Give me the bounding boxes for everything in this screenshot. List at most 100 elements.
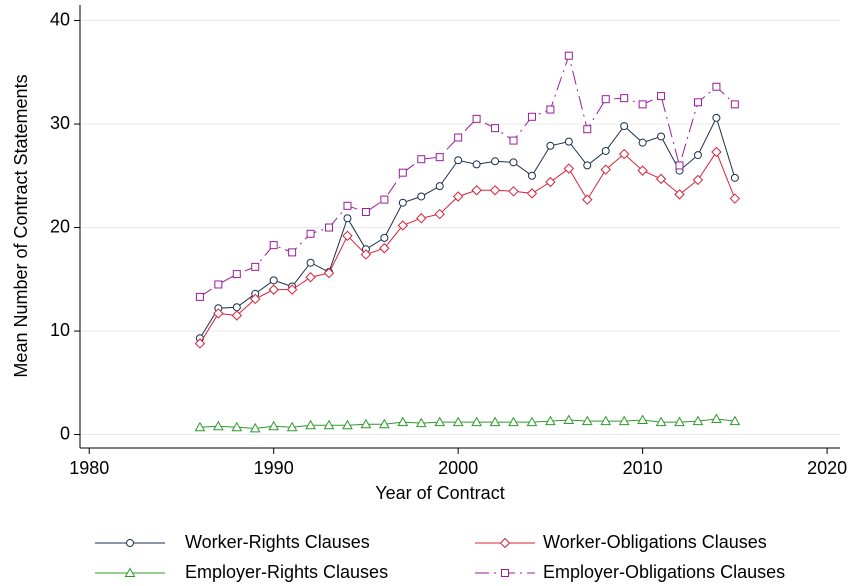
marker bbox=[638, 100, 647, 109]
marker bbox=[417, 155, 426, 164]
marker bbox=[360, 249, 372, 260]
y-tick-label: 40 bbox=[50, 9, 70, 29]
x-tick-label: 2010 bbox=[623, 458, 663, 478]
legend-marker bbox=[501, 569, 509, 577]
marker bbox=[249, 422, 261, 433]
marker bbox=[305, 419, 316, 430]
marker bbox=[601, 146, 610, 155]
marker bbox=[489, 416, 501, 427]
marker bbox=[711, 413, 722, 424]
marker bbox=[306, 258, 315, 267]
marker bbox=[655, 416, 667, 427]
marker bbox=[286, 421, 298, 432]
marker bbox=[527, 171, 536, 180]
marker bbox=[379, 418, 390, 429]
marker bbox=[360, 418, 372, 429]
marker bbox=[435, 153, 444, 162]
marker bbox=[288, 248, 297, 257]
marker bbox=[472, 114, 481, 123]
marker bbox=[471, 185, 482, 196]
marker bbox=[712, 113, 721, 122]
marker bbox=[491, 124, 500, 133]
marker bbox=[637, 414, 648, 425]
marker bbox=[195, 292, 204, 301]
marker bbox=[545, 176, 556, 188]
y-tick-label: 0 bbox=[60, 423, 70, 443]
legend-marker bbox=[124, 567, 136, 577]
marker bbox=[546, 141, 555, 150]
marker bbox=[250, 293, 261, 305]
marker bbox=[582, 194, 593, 205]
marker bbox=[527, 112, 536, 121]
marker bbox=[454, 156, 463, 165]
marker bbox=[600, 164, 611, 175]
marker bbox=[397, 416, 409, 427]
marker bbox=[251, 262, 260, 271]
marker bbox=[325, 223, 334, 232]
marker bbox=[583, 161, 592, 170]
marker bbox=[655, 173, 667, 185]
marker bbox=[398, 198, 407, 207]
marker bbox=[618, 415, 630, 426]
marker bbox=[693, 151, 702, 160]
marker bbox=[434, 208, 445, 220]
y-tick-label: 10 bbox=[50, 320, 70, 340]
marker bbox=[711, 146, 722, 158]
x-tick-label: 2020 bbox=[807, 458, 847, 478]
marker bbox=[657, 92, 666, 101]
marker bbox=[600, 415, 612, 426]
marker bbox=[232, 270, 241, 279]
marker bbox=[729, 193, 741, 204]
marker bbox=[730, 173, 739, 182]
marker bbox=[563, 163, 575, 174]
marker bbox=[471, 416, 482, 427]
marker bbox=[452, 191, 464, 202]
marker bbox=[232, 303, 241, 312]
marker bbox=[637, 165, 648, 176]
marker bbox=[231, 310, 243, 321]
marker bbox=[416, 213, 427, 224]
marker bbox=[417, 192, 426, 201]
y-tick-label: 30 bbox=[50, 113, 70, 133]
marker bbox=[231, 421, 243, 432]
y-tick-label: 20 bbox=[50, 216, 70, 236]
marker bbox=[546, 105, 555, 114]
legend-label: Worker-Rights Clauses bbox=[185, 532, 370, 552]
marker bbox=[545, 415, 556, 426]
y-axis-title: Mean Number of Contract Statements bbox=[11, 74, 31, 377]
marker bbox=[675, 161, 684, 170]
marker bbox=[491, 157, 500, 166]
marker bbox=[618, 148, 630, 160]
marker bbox=[638, 138, 647, 147]
x-tick-label: 1990 bbox=[254, 458, 294, 478]
marker bbox=[601, 95, 610, 104]
marker bbox=[489, 185, 501, 196]
marker bbox=[415, 417, 427, 428]
x-tick-label: 2000 bbox=[438, 458, 478, 478]
x-tick-label: 1980 bbox=[69, 458, 109, 478]
marker bbox=[380, 195, 389, 204]
marker bbox=[526, 416, 538, 427]
legend-marker bbox=[126, 539, 134, 547]
marker bbox=[342, 230, 353, 242]
marker bbox=[323, 267, 335, 279]
marker bbox=[286, 284, 298, 295]
marker bbox=[620, 94, 629, 103]
marker bbox=[269, 276, 278, 285]
marker bbox=[581, 415, 593, 426]
legend-marker bbox=[499, 537, 511, 549]
marker bbox=[729, 415, 741, 426]
marker bbox=[379, 243, 390, 254]
marker bbox=[397, 220, 409, 231]
marker bbox=[194, 421, 206, 432]
marker bbox=[435, 182, 444, 191]
marker bbox=[342, 419, 353, 430]
marker bbox=[213, 308, 224, 319]
marker bbox=[454, 133, 463, 142]
marker bbox=[564, 51, 573, 60]
x-axis-title: Year of Contract bbox=[375, 483, 504, 503]
legend-label: Employer-Obligations Clauses bbox=[543, 562, 785, 582]
marker bbox=[269, 241, 278, 250]
marker bbox=[620, 122, 629, 131]
marker bbox=[398, 168, 407, 177]
